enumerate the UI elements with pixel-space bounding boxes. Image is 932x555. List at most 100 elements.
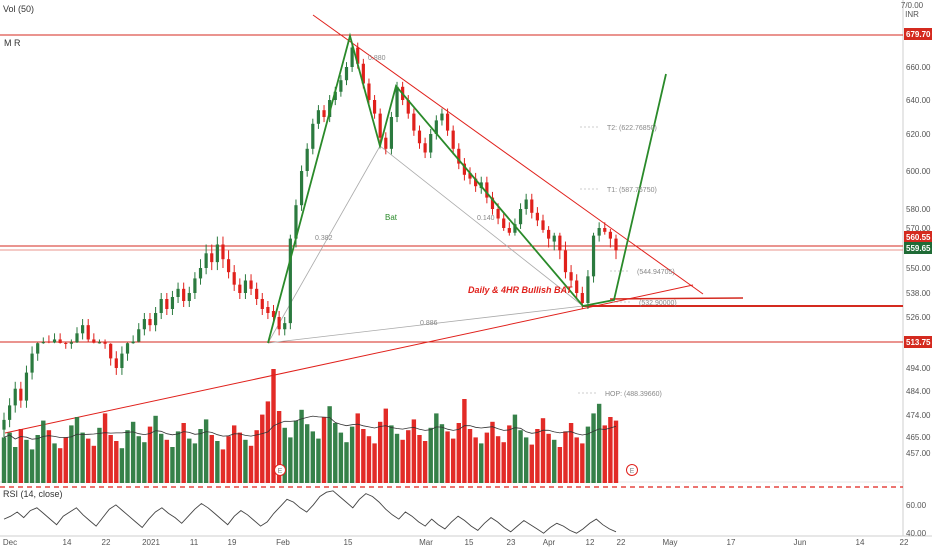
candle-body xyxy=(148,319,152,326)
volume-bar xyxy=(265,401,271,483)
candle-body xyxy=(474,178,478,187)
candle-body xyxy=(75,333,79,343)
pattern-note: Daily & 4HR Bullish BAT xyxy=(468,285,573,295)
y-axis: 457.00465.00474.00484.00494.00504.00526.… xyxy=(906,63,931,538)
candle-body xyxy=(226,259,231,273)
price-tags: 679.70 560.55 559.65 513.75 xyxy=(904,28,932,348)
candle-body xyxy=(372,100,377,114)
x-tick-label: 19 xyxy=(228,538,237,547)
candle-body xyxy=(198,268,203,279)
candle-body xyxy=(243,280,248,293)
candle-body xyxy=(518,209,523,225)
candle-body xyxy=(603,228,607,232)
x-axis: Dec 14 22 2021 11 19 Feb 15 Mar 15 23 Apr 12 22 May 17 J… xyxy=(3,464,909,547)
volume-bar xyxy=(159,433,164,483)
volume-bar xyxy=(507,425,512,483)
volume-bar xyxy=(181,423,186,483)
candle-body xyxy=(238,284,242,293)
volume-bar xyxy=(473,437,478,483)
x-tick-label: 22 xyxy=(617,538,626,547)
volume-bar xyxy=(389,425,394,483)
x-tick-label: 22 xyxy=(900,538,909,547)
volume-bar xyxy=(518,430,523,483)
candle-body xyxy=(586,276,590,303)
volume-bar xyxy=(602,425,607,483)
y-tick-label: 538.00 xyxy=(906,289,931,298)
x-tick-label: 15 xyxy=(344,538,353,547)
candle-body xyxy=(170,297,175,309)
harmonic-ratio: 0.382 xyxy=(315,235,333,242)
fib-line-0140 xyxy=(379,145,584,307)
candle-body xyxy=(507,228,511,233)
harmonic-pattern xyxy=(267,32,667,344)
volume-bar xyxy=(125,430,130,483)
candle-body xyxy=(541,220,545,230)
rsi-pane xyxy=(3,490,617,534)
volume-bar xyxy=(394,433,400,483)
candle-body xyxy=(417,130,422,144)
fib-line-0382 xyxy=(267,145,381,344)
candle-body xyxy=(13,388,17,406)
y-tick-label: 620.00 xyxy=(906,130,931,139)
candle-body xyxy=(81,325,85,334)
candle-body xyxy=(552,235,556,242)
volume-bar xyxy=(203,419,209,483)
volume-bar xyxy=(237,432,243,483)
volume-bar xyxy=(439,424,445,483)
volume-bar xyxy=(585,426,591,483)
candle-body xyxy=(524,199,528,209)
y-tick-label: 550.00 xyxy=(906,264,931,273)
candle-body xyxy=(339,80,343,92)
y-tick-label: 570.00 xyxy=(906,224,931,233)
currency-label: INR xyxy=(905,10,919,19)
y-tick-label: 640.00 xyxy=(906,96,931,105)
price-tag xyxy=(904,336,932,348)
candle-body xyxy=(462,163,467,175)
fib-annotation: T2: (622.76850) xyxy=(607,125,657,132)
volume-bar xyxy=(164,439,170,483)
candle-body xyxy=(333,91,337,100)
candle-body xyxy=(547,229,551,239)
volume-bar xyxy=(310,431,316,483)
candle-body xyxy=(384,137,388,149)
price-tag-label: 679.70 xyxy=(906,30,931,39)
candle-body xyxy=(249,280,253,289)
volume-bar xyxy=(192,443,198,483)
volume-bar xyxy=(434,413,439,483)
volume-bar xyxy=(142,442,147,483)
candle-body xyxy=(204,253,208,268)
candles xyxy=(2,42,618,437)
candle-body xyxy=(513,224,517,233)
candle-body xyxy=(378,113,382,138)
volume-bar xyxy=(35,435,40,483)
candle-body xyxy=(535,212,539,221)
y-tick-label: 660.00 xyxy=(906,63,931,72)
volume-bar xyxy=(114,441,119,483)
volume-bar xyxy=(366,436,372,483)
candle-body xyxy=(131,341,135,344)
volume-bar xyxy=(596,403,602,483)
volume-bar xyxy=(490,421,495,483)
candle-body xyxy=(485,182,489,198)
candle-body xyxy=(423,143,427,153)
volume-bar xyxy=(147,426,153,483)
candle-body xyxy=(608,231,612,239)
volume-bar xyxy=(86,438,91,483)
volume-bar xyxy=(552,439,557,483)
volume-bar xyxy=(422,441,428,483)
fib-annotations: T2: (622.76850) T1: (587.76750) (544.94705… xyxy=(315,55,677,398)
volume-bar xyxy=(57,448,63,483)
x-tick-label: 22 xyxy=(102,538,111,547)
candle-body xyxy=(36,343,40,354)
x-tick-label: 23 xyxy=(507,538,516,547)
candle-body xyxy=(580,293,584,303)
price-tag xyxy=(904,28,932,40)
candle-body xyxy=(109,343,113,359)
x-tick-label: 2021 xyxy=(142,538,160,547)
volume-bar xyxy=(232,425,237,483)
candle-body xyxy=(591,235,596,277)
candle-body xyxy=(210,253,214,263)
volume-bar xyxy=(119,448,125,483)
candle-body xyxy=(412,113,416,131)
volume-bar xyxy=(288,437,293,483)
